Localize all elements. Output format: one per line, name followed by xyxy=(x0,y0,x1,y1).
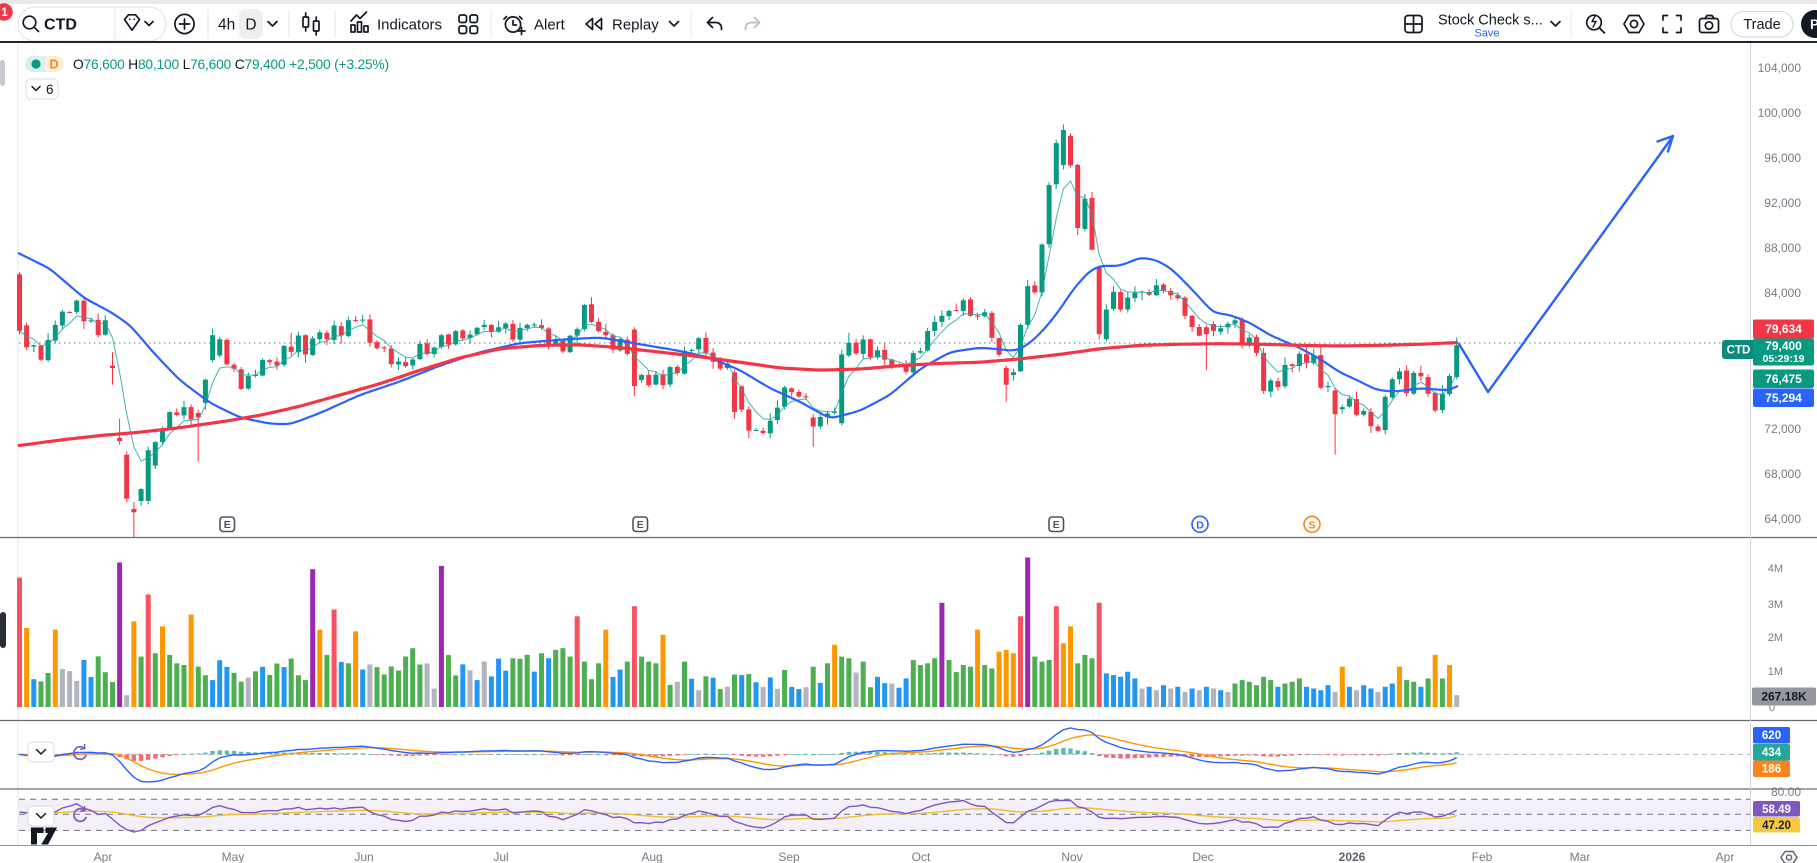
svg-text:Sep: Sep xyxy=(778,850,800,863)
svg-text:May: May xyxy=(222,850,245,863)
svg-text:D: D xyxy=(49,58,58,72)
svg-text:S: S xyxy=(1308,519,1315,531)
svg-text:4h: 4h xyxy=(218,17,235,34)
svg-text:434: 434 xyxy=(1762,747,1782,759)
svg-text:1M: 1M xyxy=(1768,666,1783,678)
svg-text:3M: 3M xyxy=(1768,599,1783,611)
svg-text:79,400: 79,400 xyxy=(1765,339,1802,353)
svg-text:100,000: 100,000 xyxy=(1758,106,1802,120)
svg-text:79,634: 79,634 xyxy=(1765,322,1802,336)
svg-text:6: 6 xyxy=(46,82,54,97)
svg-text:Apr: Apr xyxy=(94,850,113,863)
svg-text:Jul: Jul xyxy=(493,850,508,863)
svg-text:92,000: 92,000 xyxy=(1764,196,1801,210)
svg-text:Oct: Oct xyxy=(912,850,931,863)
svg-text:Jun: Jun xyxy=(354,850,373,863)
svg-text:4M: 4M xyxy=(1768,563,1783,575)
svg-text:CTD: CTD xyxy=(44,17,77,34)
svg-text:Indicators: Indicators xyxy=(377,17,442,34)
svg-text:96,000: 96,000 xyxy=(1764,151,1801,165)
svg-text:Save: Save xyxy=(1474,28,1499,40)
svg-text:CTD: CTD xyxy=(1727,345,1751,357)
svg-text:620: 620 xyxy=(1762,730,1781,742)
svg-text:E: E xyxy=(1053,519,1060,531)
svg-text:68,000: 68,000 xyxy=(1764,467,1801,481)
svg-text:O76,600 H80,100 L76,600 C79: O76,600 H80,100 L76,600 C79,400 +2,500 (… xyxy=(73,57,389,72)
svg-text:Mar: Mar xyxy=(1570,850,1591,863)
svg-text:Trade: Trade xyxy=(1743,17,1780,33)
svg-text:2026: 2026 xyxy=(1339,850,1366,863)
svg-text:104,000: 104,000 xyxy=(1758,61,1802,75)
svg-text:Feb: Feb xyxy=(1472,850,1493,863)
svg-text:267.18K: 267.18K xyxy=(1761,690,1807,704)
svg-text:76,475: 76,475 xyxy=(1765,372,1802,386)
svg-text:Nov: Nov xyxy=(1061,850,1082,863)
svg-text:Stock Check s...: Stock Check s... xyxy=(1438,13,1543,29)
svg-text:47.20: 47.20 xyxy=(1762,820,1791,832)
svg-text:72,000: 72,000 xyxy=(1764,422,1801,436)
svg-text:Alert: Alert xyxy=(534,17,566,34)
svg-text:88,000: 88,000 xyxy=(1764,241,1801,255)
svg-text:0: 0 xyxy=(1769,702,1775,714)
svg-text:58.49: 58.49 xyxy=(1762,804,1791,816)
svg-text:1: 1 xyxy=(1,7,8,19)
svg-text:75,294: 75,294 xyxy=(1765,391,1802,405)
svg-text:186: 186 xyxy=(1762,764,1781,776)
svg-text:P: P xyxy=(1810,17,1817,32)
svg-text:D: D xyxy=(1196,519,1204,531)
svg-text:E: E xyxy=(224,519,231,531)
svg-text:2M: 2M xyxy=(1768,632,1783,644)
svg-text:E: E xyxy=(637,519,644,531)
svg-text:D: D xyxy=(245,17,256,34)
svg-text:Replay: Replay xyxy=(612,17,659,34)
svg-text:80.00: 80.00 xyxy=(1771,785,1801,799)
svg-text:Aug: Aug xyxy=(641,850,662,863)
svg-text:05:29:19: 05:29:19 xyxy=(1762,353,1804,365)
svg-text:64,000: 64,000 xyxy=(1764,512,1801,526)
svg-text:Apr: Apr xyxy=(1716,850,1735,863)
svg-text:84,000: 84,000 xyxy=(1764,286,1801,300)
svg-text:Dec: Dec xyxy=(1192,850,1213,863)
